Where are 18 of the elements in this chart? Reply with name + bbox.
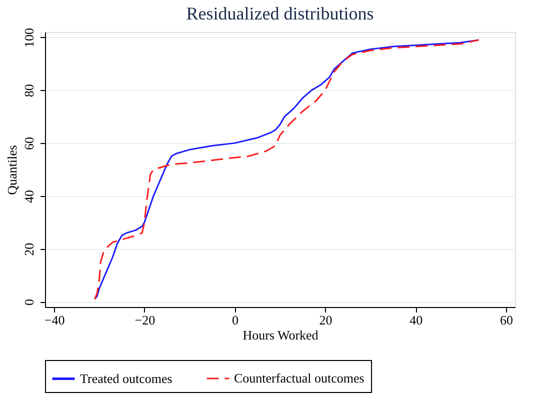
y-tick-label: 40 bbox=[22, 190, 36, 203]
chart-title: Residualized distributions bbox=[186, 4, 374, 24]
y-tick-label: 60 bbox=[22, 137, 36, 150]
y-tick-label: 0 bbox=[22, 298, 36, 306]
x-tick-label: 0 bbox=[232, 312, 239, 328]
x-tick-label: 40 bbox=[410, 312, 423, 328]
legend-label: Treated outcomes bbox=[80, 370, 172, 386]
y-tick-label: 100 bbox=[22, 28, 36, 48]
y-tick-label: 80 bbox=[22, 84, 36, 98]
x-tick-label: 20 bbox=[319, 312, 332, 328]
x-axis-title: Hours Worked bbox=[242, 328, 319, 342]
y-axis-title: Quantiles bbox=[4, 145, 20, 195]
x-tick-label: −40 bbox=[44, 312, 65, 328]
x-tick-label: −20 bbox=[134, 312, 156, 328]
legend-label: Counterfactual outcomes bbox=[234, 370, 364, 386]
y-tick-label: 20 bbox=[22, 242, 36, 256]
line-series bbox=[94, 39, 480, 300]
x-tick-label: 60 bbox=[500, 312, 513, 328]
